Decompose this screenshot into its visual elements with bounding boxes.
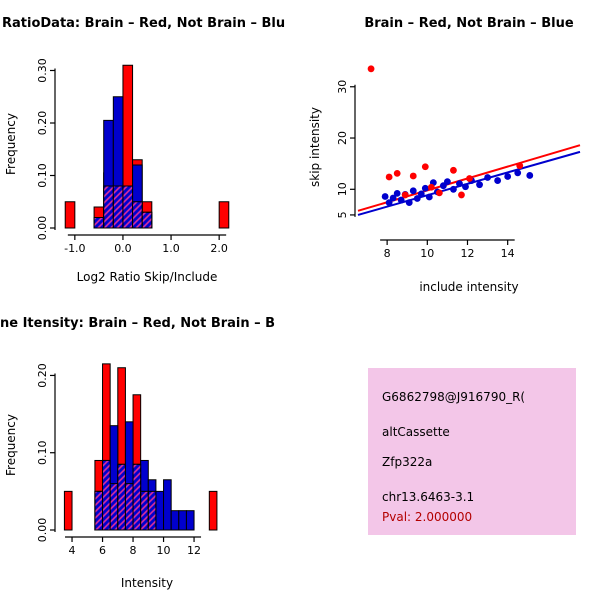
scatter-title: Brain – Red, Not Brain – Blue xyxy=(364,16,574,31)
svg-text:30: 30 xyxy=(336,80,349,94)
gene-intensity-xlabel: Intensity xyxy=(120,576,174,590)
svg-text:0.00: 0.00 xyxy=(36,216,49,241)
svg-text:-1.0: -1.0 xyxy=(64,242,85,255)
event-id-text: G6862798@J916790_R( xyxy=(382,390,526,404)
svg-text:2.0: 2.0 xyxy=(210,242,228,255)
svg-text:0.10: 0.10 xyxy=(36,163,49,188)
gene-intensity-chart: 4 6 8 10 12 0.00 0.10 0.20 xyxy=(36,363,218,557)
svg-text:12: 12 xyxy=(460,247,474,260)
scatter-chart: 8 10 12 14 5 10 20 30 xyxy=(336,65,581,260)
event-info-panel: G6862798@J916790_R( altCassette Zfp322a … xyxy=(300,300,600,600)
svg-text:14: 14 xyxy=(501,247,515,260)
ratio-histogram-xlabel: Log2 Ratio Skip/Include xyxy=(76,270,218,284)
svg-text:6: 6 xyxy=(99,544,106,557)
svg-text:0.00: 0.00 xyxy=(36,518,49,543)
svg-text:8: 8 xyxy=(130,544,137,557)
svg-text:8: 8 xyxy=(384,247,391,260)
svg-text:20: 20 xyxy=(336,131,349,145)
svg-text:0.20: 0.20 xyxy=(36,111,49,136)
ratio-histogram-chart: -1.0 0.0 1.0 2.0 0.00 0.10 0.20 0.30 xyxy=(36,58,230,255)
event-type-text: altCassette xyxy=(382,425,450,439)
svg-text:4: 4 xyxy=(69,544,76,557)
svg-text:0.30: 0.30 xyxy=(36,58,49,83)
gene-name-text: Zfp322a xyxy=(382,455,433,469)
svg-text:10: 10 xyxy=(336,182,349,196)
gene-intensity-histogram-panel: ne Itensity: Brain – Red, Not Brain – B … xyxy=(0,300,300,600)
scatter-xlabel: include intensity xyxy=(419,280,519,294)
svg-text:0.10: 0.10 xyxy=(36,440,49,465)
pval-text: Pval: 2.000000 xyxy=(382,510,473,524)
svg-text:0.20: 0.20 xyxy=(36,363,49,388)
intensity-scatter-panel: Brain – Red, Not Brain – Blue skip inten… xyxy=(300,0,600,300)
svg-text:12: 12 xyxy=(187,544,201,557)
svg-text:10: 10 xyxy=(157,544,171,557)
ratio-histogram-title: RatioData: Brain – Red, Not Brain – Blu xyxy=(2,16,286,31)
svg-text:10: 10 xyxy=(420,247,434,260)
locus-text: chr13.6463-3.1 xyxy=(382,490,475,504)
ratio-histogram-panel: RatioData: Brain – Red, Not Brain – Blu … xyxy=(0,0,300,300)
svg-text:0.0: 0.0 xyxy=(114,242,132,255)
info-box: G6862798@J916790_R( altCassette Zfp322a … xyxy=(368,368,576,535)
gene-intensity-title: ne Itensity: Brain – Red, Not Brain – B xyxy=(0,316,276,331)
svg-text:1.0: 1.0 xyxy=(162,242,180,255)
svg-text:5: 5 xyxy=(336,211,349,218)
